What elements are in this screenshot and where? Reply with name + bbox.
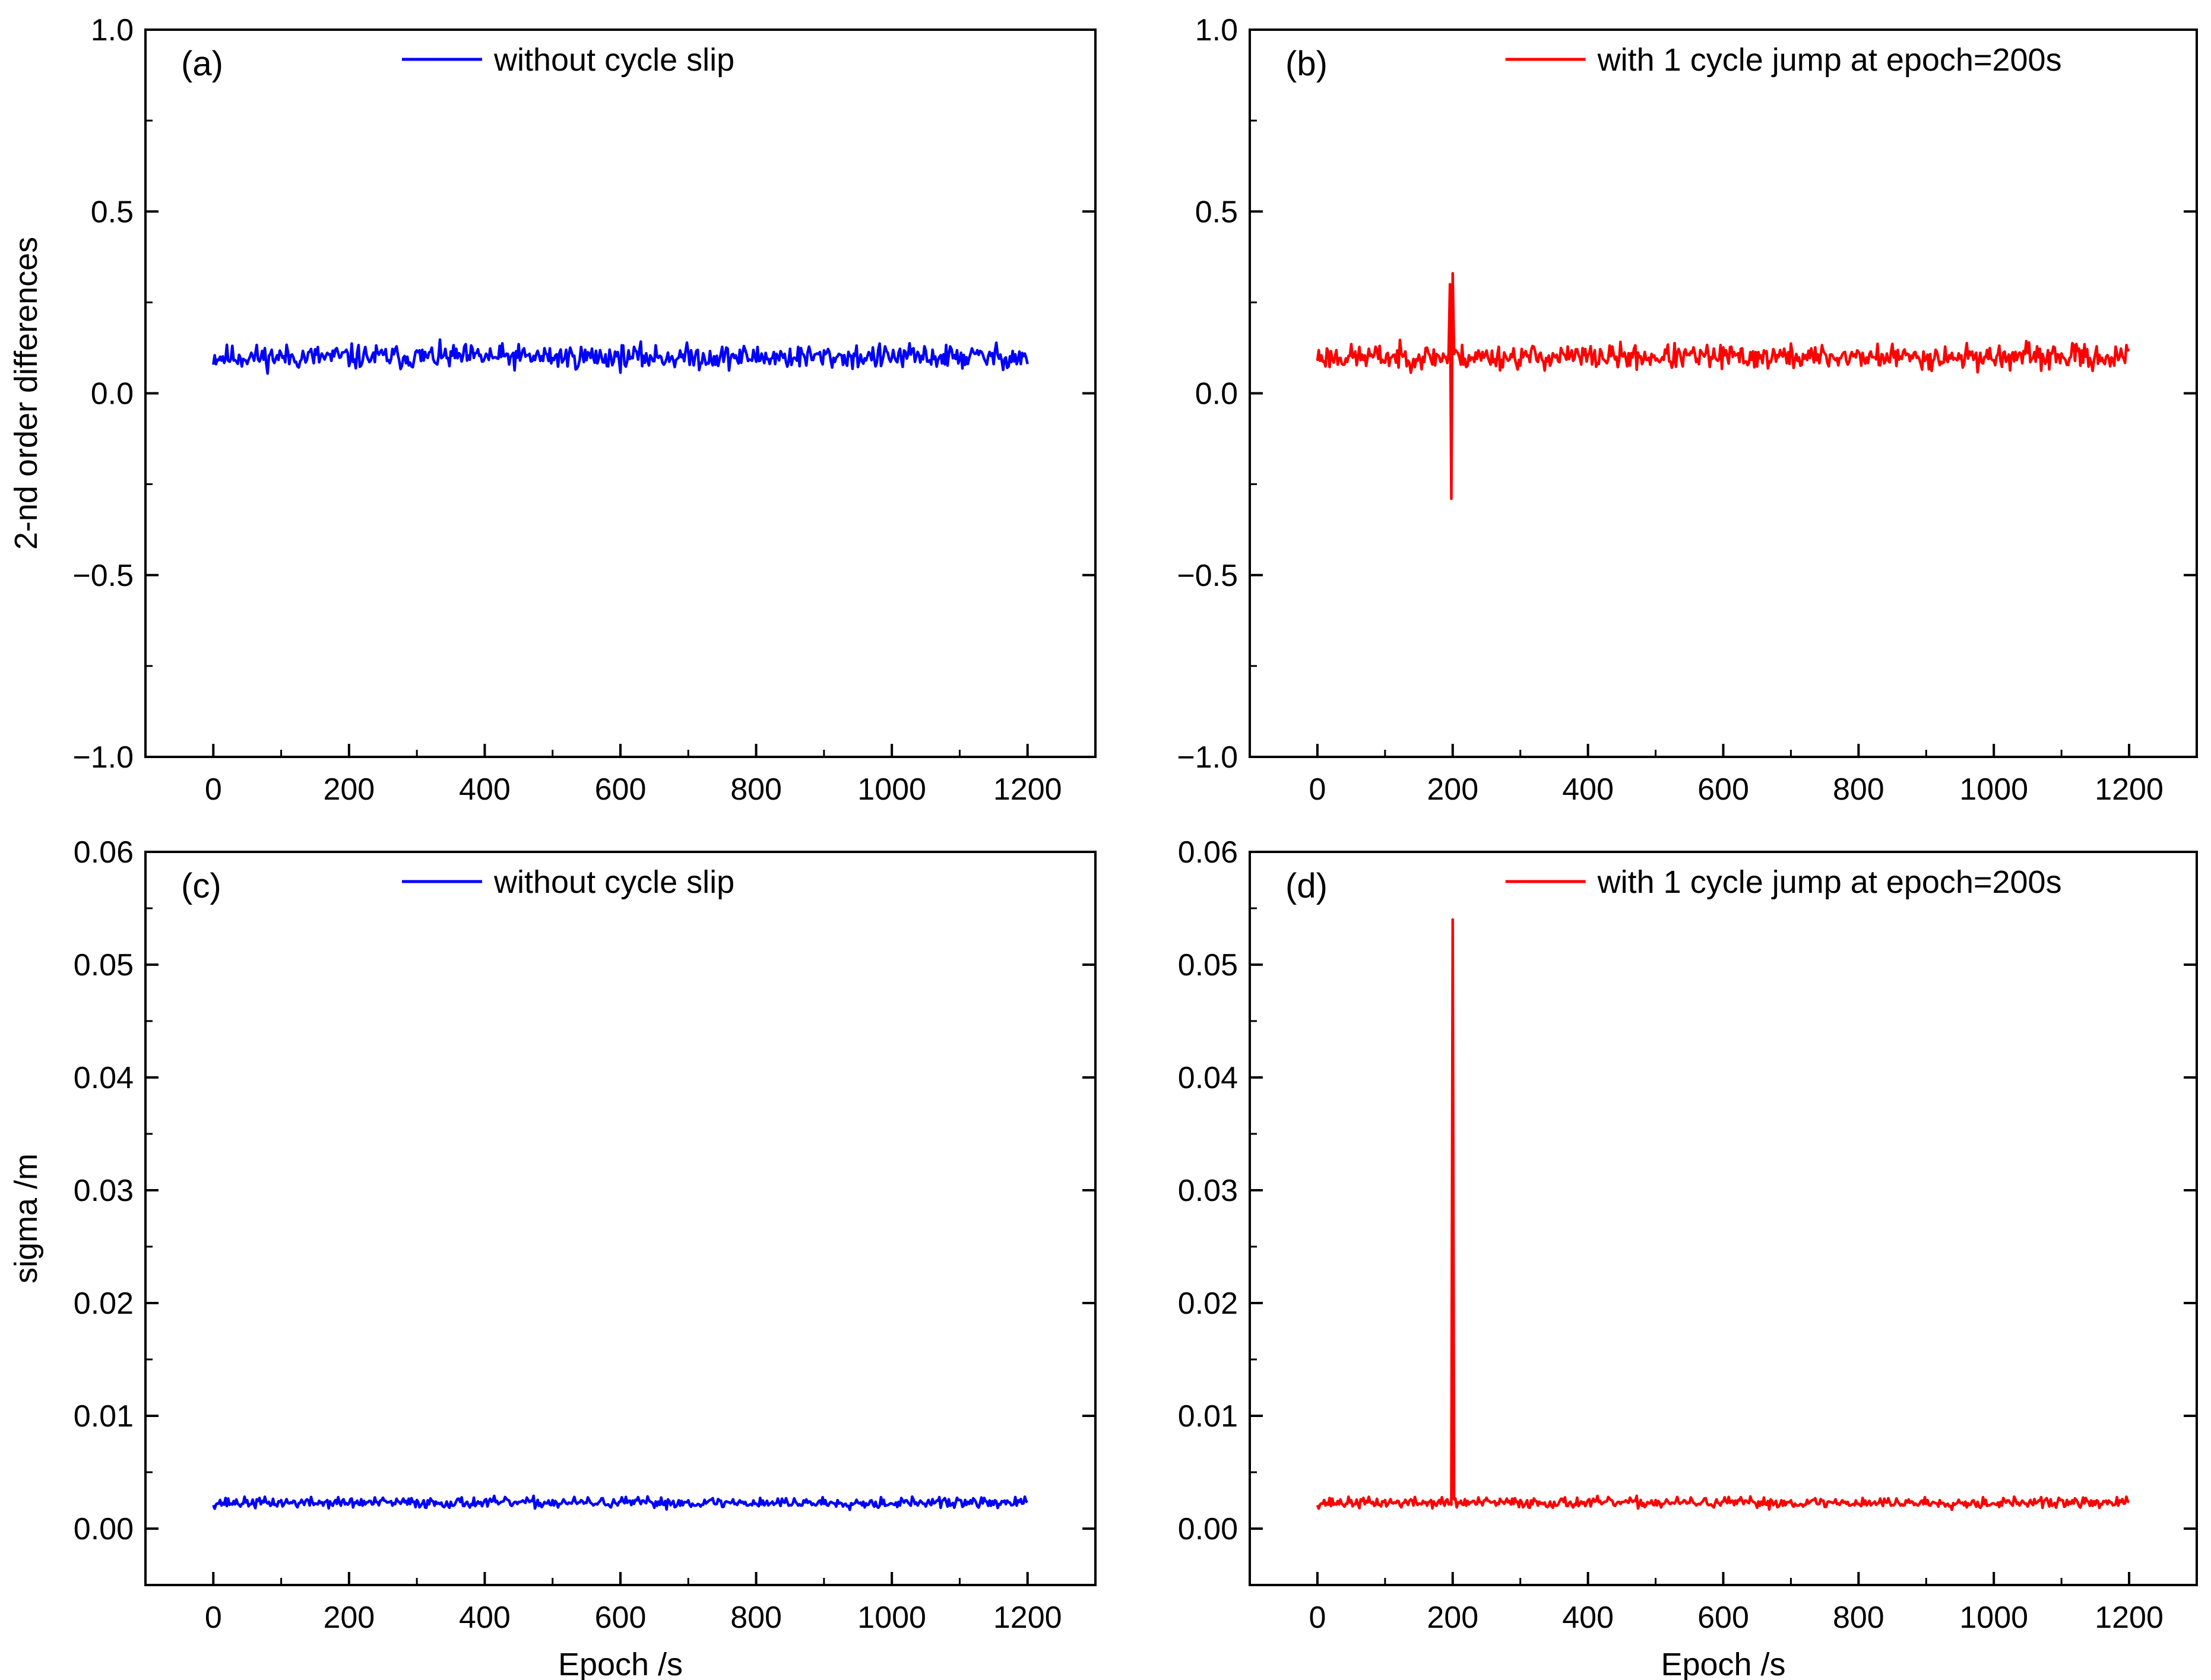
x-tick-label: 200 (323, 772, 375, 807)
x-tick-label: 800 (1833, 772, 1884, 807)
x-tick-label: 400 (1562, 1600, 1614, 1635)
x-tick-label: 600 (595, 772, 647, 807)
y-tick-label: 0.02 (1178, 1286, 1238, 1321)
y-tick-label: 0.06 (74, 835, 134, 870)
y-tick-label: 0.06 (1178, 835, 1238, 870)
x-tick-label: 400 (459, 772, 511, 807)
series-line-d (1316, 918, 2130, 1511)
y-tick-label: −0.5 (72, 559, 134, 593)
x-tick-label: 600 (1697, 772, 1749, 807)
x-tick-label: 1000 (1959, 772, 2028, 807)
plot-frame (144, 28, 1097, 758)
y-axis-label: sigma /m (8, 1153, 44, 1283)
y-tick-label: 0.04 (74, 1061, 134, 1095)
x-tick-label: 200 (1427, 772, 1478, 807)
panel-d: 0 200 400 600 800 1000 1200 0.00 0.01 0.02 0.03 0.0… (1178, 835, 2198, 1680)
x-tick-label: 0 (205, 772, 222, 807)
y-tick-label: 0.00 (74, 1512, 134, 1546)
panel-label: (c) (181, 867, 221, 905)
panel-label: (b) (1285, 45, 1328, 83)
series-line-c (212, 1494, 1028, 1511)
x-tick-label: 1000 (1959, 1600, 2028, 1635)
x-tick-label: 0 (1309, 772, 1326, 807)
y-tick-label: 0.02 (74, 1286, 134, 1321)
x-tick-label: 600 (595, 1600, 647, 1635)
legend-label: with 1 cycle jump at epoch=200s (1597, 42, 2062, 78)
y-tick-label: 0.04 (1178, 1061, 1238, 1095)
x-axis-label: Epoch /s (558, 1647, 683, 1680)
y-tick-label: 0.05 (1178, 948, 1238, 982)
y-tick-label: −0.5 (1177, 559, 1238, 593)
legend-label: without cycle slip (493, 864, 734, 900)
panel-label: (d) (1285, 867, 1328, 905)
x-tick-label: 200 (323, 1600, 375, 1635)
x-tick-label: 400 (459, 1600, 511, 1635)
legend-label: with 1 cycle jump at epoch=200s (1597, 864, 2062, 900)
panel-label: (a) (181, 45, 223, 83)
x-axis-label: Epoch /s (1661, 1647, 1785, 1680)
x-tick-label: 1000 (857, 772, 926, 807)
x-tick-label: 1200 (2095, 1600, 2164, 1635)
series-line-a (212, 338, 1029, 375)
x-tick-label: 1000 (857, 1600, 926, 1635)
y-tick-label: 1.0 (1195, 13, 1238, 47)
y-tick-label: −1.0 (72, 740, 134, 775)
y-tick-label: 0.00 (1178, 1512, 1238, 1546)
y-tick-label: −1.0 (1177, 740, 1238, 775)
y-tick-label: 0.01 (1178, 1399, 1238, 1434)
y-tick-label: 0.5 (91, 195, 134, 229)
panel-c: 0 200 400 600 800 1000 1200 0.00 0.01 0.02 0.03 0.0… (8, 835, 1097, 1680)
y-tick-label: 0.5 (1195, 195, 1238, 229)
x-tick-label: 800 (730, 1600, 782, 1635)
x-tick-label: 1200 (993, 772, 1062, 807)
x-tick-label: 0 (1309, 1600, 1326, 1635)
x-tick-label: 0 (205, 1600, 222, 1635)
panel-b: 0 200 400 600 800 1000 1200 −1.0 −0.5 0.0 0.5 1.0 (b… (1177, 13, 2198, 807)
x-tick-label: 400 (1562, 772, 1614, 807)
plot-frame (144, 851, 1097, 1586)
plot-frame (1249, 28, 2198, 758)
y-axis-label: 2-nd order differences (8, 237, 44, 550)
series-line-b (1316, 272, 2130, 500)
panel-a: 0 200 400 600 800 1000 1200 −1.0 −0.5 0.0 0.5 1.0 2-… (8, 13, 1097, 807)
x-tick-label: 600 (1697, 1600, 1749, 1635)
y-tick-label: 1.0 (91, 13, 134, 47)
x-tick-label: 800 (730, 772, 782, 807)
y-tick-label: 0.0 (1195, 377, 1238, 411)
y-tick-label: 0.0 (91, 377, 134, 411)
x-tick-label: 800 (1833, 1600, 1884, 1635)
legend-label: without cycle slip (493, 42, 734, 78)
x-tick-label: 1200 (993, 1600, 1062, 1635)
y-tick-label: 0.01 (74, 1399, 134, 1434)
y-tick-label: 0.03 (1178, 1174, 1238, 1208)
x-tick-label: 1200 (2095, 772, 2164, 807)
y-tick-label: 0.05 (74, 948, 134, 982)
y-tick-label: 0.03 (74, 1174, 134, 1208)
x-tick-label: 200 (1427, 1600, 1478, 1635)
plot-frame (1249, 851, 2198, 1586)
